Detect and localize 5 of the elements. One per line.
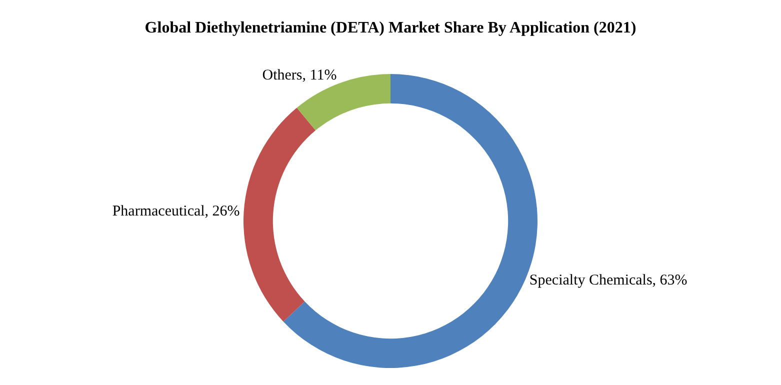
chart-title: Global Diethylenetriamine (DETA) Market Share By Application (2021)	[144, 20, 636, 37]
slice-label: Pharmaceutical, 26%	[112, 204, 240, 220]
slice-label: Others, 11%	[262, 68, 337, 84]
slice-label: Specialty Chemicals, 63%	[529, 272, 688, 289]
donut-slice	[244, 108, 316, 322]
